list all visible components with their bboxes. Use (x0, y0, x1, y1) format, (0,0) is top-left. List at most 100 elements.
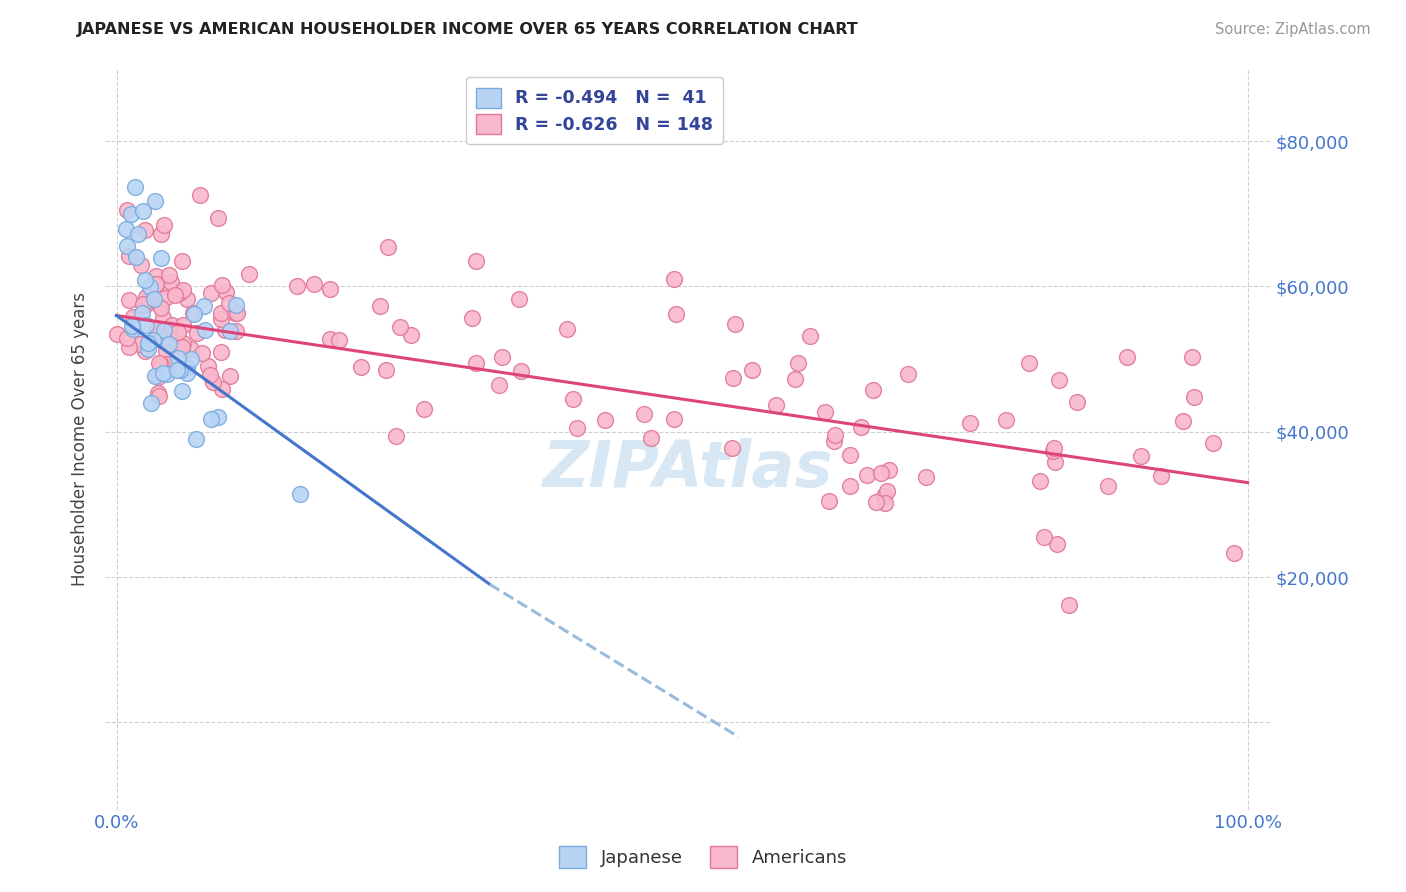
Point (215, 285, 238, 299)
Point (134, 298, 156, 312)
Point (135, 290, 157, 304)
Point (214, 323, 236, 337)
Point (565, 421, 588, 435)
Point (319, 282, 342, 296)
Point (186, 432, 208, 446)
Point (724, 317, 747, 331)
Point (148, 389, 170, 403)
Point (787, 356, 810, 370)
Point (143, 194, 166, 208)
Point (136, 342, 159, 356)
Point (823, 434, 845, 448)
Point (148, 385, 170, 400)
Point (377, 240, 399, 254)
Point (125, 250, 148, 264)
Point (115, 222, 138, 236)
Point (238, 267, 260, 281)
Point (142, 333, 165, 347)
Point (865, 495, 887, 509)
Point (1181, 350, 1204, 364)
Point (129, 336, 152, 351)
Point (181, 305, 204, 319)
Text: ZIPAtlas: ZIPAtlas (543, 438, 832, 500)
Point (959, 416, 981, 430)
Point (105, 327, 128, 342)
Point (1171, 414, 1194, 428)
Point (127, 227, 149, 241)
Point (876, 483, 898, 498)
Point (194, 323, 217, 337)
Point (200, 412, 222, 426)
Text: JAPANESE VS AMERICAN HOUSEHOLDER INCOME OVER 65 YEARS CORRELATION CHART: JAPANESE VS AMERICAN HOUSEHOLDER INCOME … (77, 22, 859, 37)
Point (209, 345, 232, 359)
Point (839, 479, 862, 493)
Point (1116, 351, 1139, 365)
Point (465, 356, 488, 370)
Point (149, 301, 172, 315)
Point (721, 370, 744, 384)
Point (118, 340, 141, 354)
Point (131, 305, 153, 319)
Point (1043, 455, 1066, 469)
Point (561, 392, 583, 407)
Point (862, 384, 884, 398)
Point (1150, 469, 1173, 483)
Point (851, 420, 873, 434)
Point (319, 332, 342, 346)
Point (157, 268, 180, 282)
Point (115, 331, 138, 345)
Point (172, 384, 194, 398)
Point (129, 258, 152, 272)
Point (799, 328, 821, 343)
Point (1182, 390, 1205, 404)
Point (121, 322, 143, 336)
Point (873, 489, 896, 503)
Point (155, 344, 177, 359)
Point (121, 310, 143, 324)
Point (385, 429, 408, 443)
Point (374, 363, 396, 377)
Point (197, 359, 219, 374)
Point (209, 311, 232, 326)
Point (152, 310, 174, 325)
Point (633, 407, 655, 421)
Point (1043, 442, 1066, 456)
Point (1042, 443, 1064, 458)
Point (153, 291, 176, 305)
Point (150, 227, 173, 241)
Point (172, 335, 194, 350)
Point (120, 207, 142, 221)
Point (167, 325, 190, 339)
Y-axis label: Householder Income Over 65 years: Householder Income Over 65 years (72, 292, 89, 586)
Point (464, 253, 486, 268)
Point (741, 363, 763, 377)
Point (897, 367, 920, 381)
Legend: Japanese, Americans: Japanese, Americans (548, 835, 858, 879)
Point (1033, 530, 1056, 544)
Point (226, 306, 249, 320)
Point (399, 328, 422, 343)
Point (1066, 394, 1088, 409)
Point (1057, 599, 1080, 613)
Point (994, 413, 1017, 427)
Point (143, 368, 166, 383)
Point (824, 428, 846, 442)
Point (1097, 479, 1119, 493)
Point (218, 369, 240, 384)
Point (209, 306, 232, 320)
Point (180, 351, 202, 366)
Point (211, 278, 233, 293)
Point (176, 292, 198, 306)
Point (368, 299, 391, 313)
Point (640, 431, 662, 445)
Point (117, 293, 139, 307)
Point (211, 382, 233, 396)
Point (1046, 537, 1069, 551)
Point (1029, 474, 1052, 488)
Point (200, 286, 222, 301)
Point (136, 336, 159, 351)
Point (875, 496, 897, 510)
Point (167, 286, 190, 301)
Point (183, 307, 205, 321)
Point (150, 333, 173, 347)
